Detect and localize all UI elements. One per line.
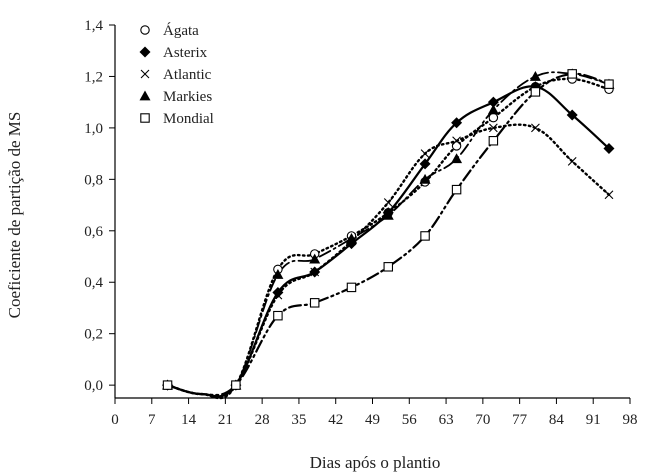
data-point-mondial: [604, 79, 614, 89]
x-tick-label: 91: [586, 412, 601, 428]
data-point-mondial: [273, 310, 283, 321]
data-point-markies: [487, 104, 499, 115]
data-point-asterix: [487, 96, 499, 108]
legend-label-asterix: Asterix: [163, 45, 208, 61]
x-tick-label: 0: [111, 412, 119, 428]
data-point-asterix: [419, 158, 431, 170]
data-point-mondial: [346, 282, 357, 293]
y-tick-label: 0,6: [84, 224, 103, 240]
y-tick-label: 1,0: [84, 121, 103, 137]
data-point-markies: [272, 269, 284, 279]
x-tick-label: 7: [148, 412, 156, 428]
data-point-mondial: [530, 87, 541, 97]
plot-markers: [162, 68, 615, 391]
data-point-mondial: [383, 262, 394, 272]
data-point-atlantic: [567, 156, 577, 166]
series-line-agata: [166, 77, 611, 400]
legend-marker-mondial: [140, 113, 150, 123]
x-tick-label: 56: [402, 412, 418, 428]
data-point-atlantic: [273, 290, 283, 300]
legend-marker-agata: [140, 25, 150, 35]
y-tick-label: 1,4: [84, 18, 103, 34]
data-point-mondial: [567, 69, 577, 79]
legend-marker-asterix: [139, 46, 151, 58]
x-axis-title: Dias após o plantio: [310, 453, 441, 472]
x-tick-label: 14: [181, 412, 197, 428]
x-tick-label: 28: [255, 412, 270, 428]
data-point-atlantic: [452, 136, 461, 146]
legend-label-atlantic: Atlantic: [163, 67, 212, 83]
y-tick-label: 1,2: [84, 69, 103, 85]
x-tick-label: 63: [439, 412, 454, 428]
legend-label-markies: Markies: [163, 89, 212, 105]
x-tick-label: 35: [291, 412, 306, 428]
y-tick-label: 0,4: [84, 275, 103, 291]
data-point-atlantic: [383, 198, 393, 207]
data-point-agata: [488, 112, 499, 123]
data-point-agata: [451, 141, 462, 151]
x-tick-label: 98: [623, 412, 638, 428]
y-tick-label: 0,8: [84, 172, 103, 188]
data-point-mondial: [488, 136, 499, 146]
x-tick-label: 49: [365, 412, 380, 428]
data-point-atlantic: [604, 190, 614, 200]
legend-marker-atlantic: [140, 69, 150, 79]
data-point-mondial: [451, 184, 462, 195]
tick-labels: 0,0 0,2 0,4 0,6 0,8 1,0 1,2 1,4 0 7 14 21 28 35 42 49 56…: [84, 18, 637, 428]
x-tick-label: 70: [475, 412, 490, 428]
axes: [109, 24, 631, 404]
x-tick-label: 84: [549, 412, 565, 428]
data-point-markies: [451, 153, 463, 164]
legend: Ágata Asterix Atlantic Markies Mondial: [139, 22, 214, 127]
data-point-markies: [419, 173, 431, 184]
data-point-mondial: [231, 380, 241, 390]
plot-lines: [166, 71, 611, 400]
data-point-atlantic: [531, 123, 540, 133]
legend-marker-markies: [139, 90, 151, 101]
data-point-mondial: [162, 380, 173, 390]
y-tick-label: 0,0: [84, 378, 103, 394]
series-line-mondial: [166, 72, 611, 397]
data-point-atlantic: [488, 123, 498, 133]
y-axis-title: Coeficiente de partição de MS: [5, 112, 24, 319]
series-line-atlantic: [166, 123, 611, 398]
data-point-asterix: [451, 117, 463, 129]
legend-label-mondial: Mondial: [163, 111, 214, 127]
data-point-mondial: [420, 231, 430, 241]
data-point-markies: [529, 70, 541, 81]
x-tick-label: 21: [218, 412, 233, 428]
data-point-atlantic: [420, 149, 430, 159]
data-point-asterix: [566, 109, 578, 121]
legend-label-agata: Ágata: [163, 22, 199, 39]
x-tick-label: 42: [328, 412, 343, 428]
data-point-asterix: [272, 287, 284, 299]
data-point-atlantic: [310, 267, 320, 277]
data-point-markies: [345, 233, 357, 243]
data-point-asterix: [603, 142, 615, 154]
x-tick-label: 77: [512, 412, 528, 428]
data-point-mondial: [309, 298, 320, 308]
data-point-markies: [309, 253, 321, 264]
series-line-markies: [166, 71, 610, 399]
data-point-markies: [382, 209, 394, 220]
y-tick-label: 0,2: [84, 327, 103, 343]
